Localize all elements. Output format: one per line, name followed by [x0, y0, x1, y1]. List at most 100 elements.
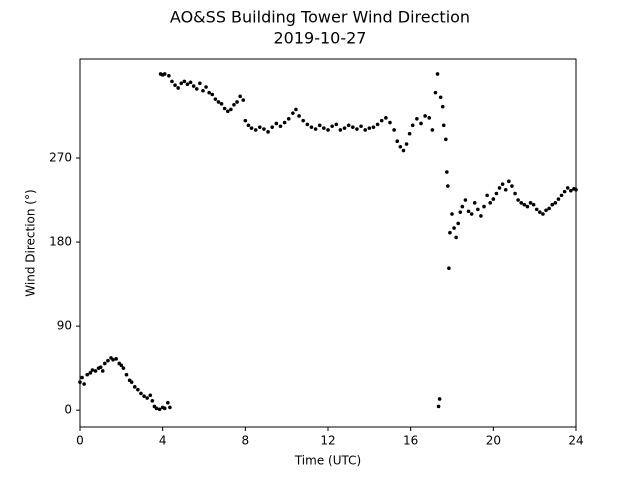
data-point — [454, 235, 458, 240]
data-point — [167, 74, 171, 78]
data-point — [301, 118, 306, 123]
data-point — [440, 104, 445, 109]
data-point — [162, 72, 167, 76]
data-point — [136, 387, 140, 392]
data-point — [510, 184, 514, 188]
data-point — [363, 128, 368, 132]
data-point — [534, 207, 539, 212]
data-point — [472, 201, 477, 205]
data-point — [194, 87, 199, 91]
data-point — [538, 210, 542, 214]
y-axis-label: Wind Direction (°) — [24, 189, 38, 296]
x-tick-label: 12 — [320, 434, 335, 448]
data-point — [191, 84, 196, 88]
data-point — [198, 81, 202, 86]
data-point — [342, 126, 347, 130]
data-point — [100, 369, 105, 373]
data-point — [98, 365, 103, 370]
data-point — [150, 399, 155, 403]
data-point — [541, 212, 545, 216]
data-point — [516, 198, 520, 202]
data-point — [249, 126, 254, 130]
data-point — [375, 122, 380, 127]
data-point — [235, 100, 239, 104]
data-point — [262, 127, 266, 131]
data-point — [569, 188, 573, 193]
data-point — [282, 120, 287, 125]
data-point — [346, 123, 351, 128]
data-point — [179, 81, 184, 86]
data-point — [291, 111, 295, 115]
data-point — [446, 184, 450, 188]
data-point — [148, 393, 153, 398]
data-point — [229, 107, 233, 112]
data-point — [447, 266, 451, 271]
data-point — [213, 97, 218, 101]
data-point — [435, 72, 440, 76]
data-point — [176, 86, 180, 90]
x-tick-label: 8 — [242, 434, 250, 448]
data-point — [106, 358, 110, 363]
data-point — [241, 98, 246, 102]
data-point — [491, 197, 496, 201]
data-point — [522, 202, 527, 207]
data-point — [463, 198, 468, 202]
data-point — [305, 122, 310, 127]
data-point — [278, 124, 283, 129]
data-point — [410, 123, 415, 128]
data-point — [210, 92, 215, 97]
data-point — [219, 102, 224, 106]
data-point — [436, 404, 441, 409]
data-point — [494, 191, 499, 196]
data-point — [93, 369, 98, 373]
data-point — [547, 206, 551, 211]
data-point — [507, 179, 511, 184]
data-point — [168, 405, 172, 410]
data-point — [142, 394, 146, 398]
data-point — [531, 202, 536, 207]
x-tick-label: 16 — [403, 434, 418, 448]
data-point — [441, 123, 446, 128]
data-point — [466, 209, 471, 214]
data-point — [154, 406, 159, 411]
data-point — [182, 79, 187, 84]
data-point — [433, 90, 438, 95]
data-point — [359, 124, 363, 129]
data-point — [232, 102, 236, 107]
data-point — [452, 226, 456, 230]
data-point — [574, 187, 578, 192]
data-point — [456, 221, 461, 226]
data-point — [562, 189, 567, 194]
data-point — [201, 88, 205, 93]
data-point — [407, 131, 412, 136]
data-point — [294, 107, 298, 112]
data-point — [270, 125, 275, 129]
data-point — [401, 148, 406, 153]
data-point — [173, 83, 177, 87]
data-point — [309, 125, 314, 129]
data-point — [384, 116, 388, 120]
data-point — [351, 125, 355, 129]
data-point — [222, 106, 227, 111]
data-point — [458, 210, 463, 214]
chart-subtitle: 2019-10-27 — [274, 29, 367, 48]
data-point — [437, 397, 442, 401]
data-point — [553, 201, 558, 205]
data-point — [297, 114, 301, 118]
data-point — [246, 123, 251, 128]
data-point — [157, 407, 162, 412]
data-point — [204, 85, 208, 89]
data-point — [525, 204, 530, 209]
data-point — [253, 128, 258, 132]
plot-frame — [79, 58, 577, 428]
data-point — [111, 357, 115, 362]
data-point — [519, 201, 524, 205]
data-point — [497, 186, 502, 190]
data-point — [322, 126, 326, 130]
data-point — [544, 208, 548, 213]
data-point — [103, 361, 107, 366]
data-point — [326, 128, 330, 132]
x-tick-label: 0 — [76, 434, 84, 448]
y-tick-label: 180 — [49, 235, 72, 249]
